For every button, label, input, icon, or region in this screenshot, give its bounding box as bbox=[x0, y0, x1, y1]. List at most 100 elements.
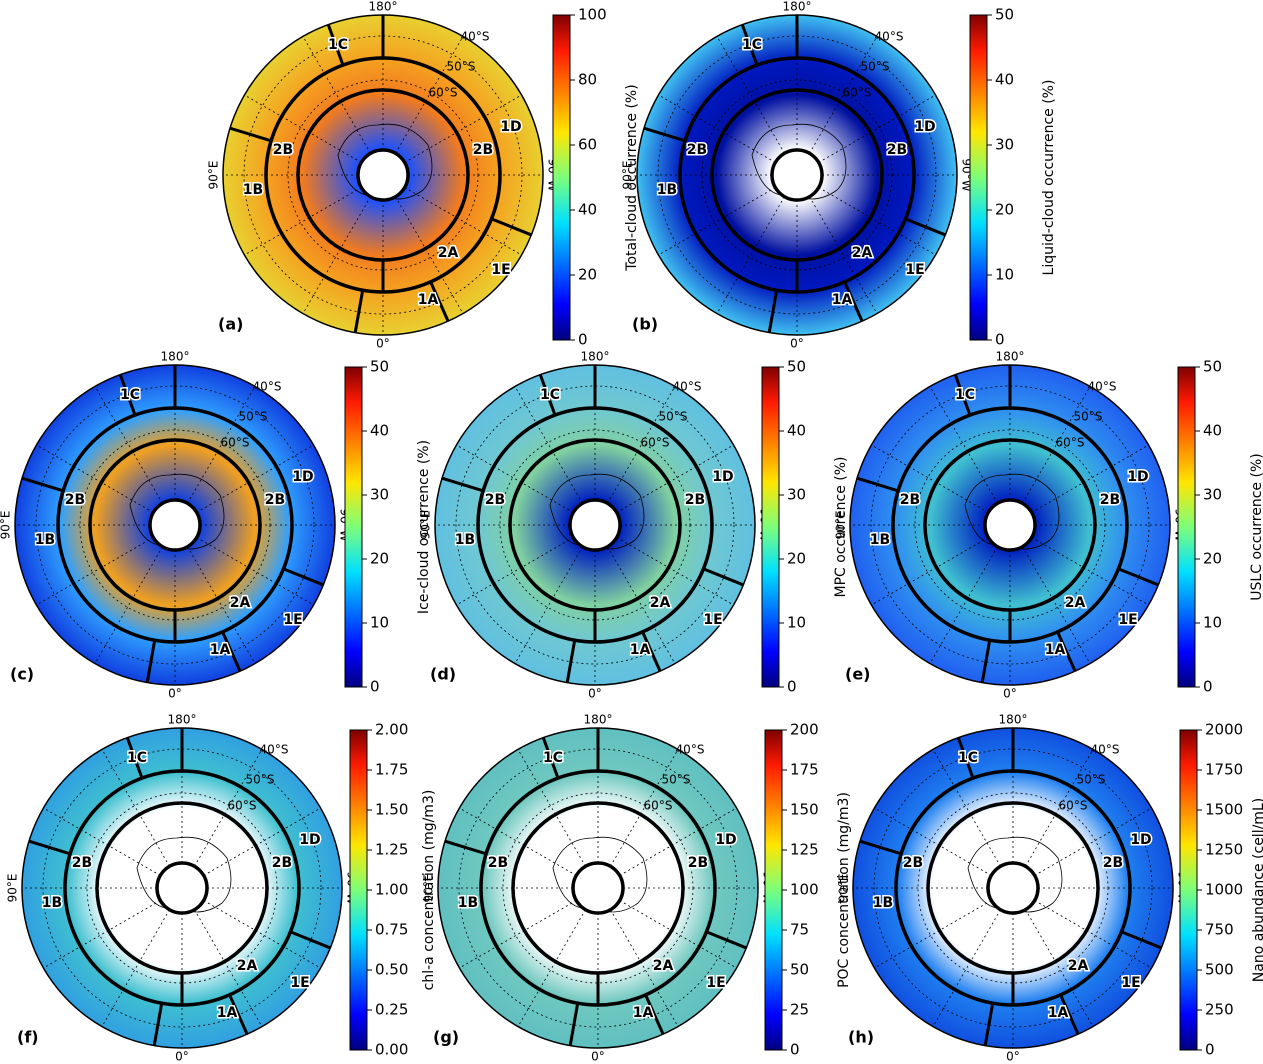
panel-label: (g) bbox=[433, 1028, 459, 1047]
region-label: 1C bbox=[328, 37, 348, 53]
region-label: 1E bbox=[290, 975, 309, 991]
lon-label: 90°E bbox=[6, 874, 20, 903]
parallel bbox=[657, 35, 937, 315]
colorbar-tick-label: 20 bbox=[370, 550, 389, 568]
parallel bbox=[455, 385, 735, 665]
region-ring bbox=[148, 498, 202, 552]
colorbar-tick-label: 250 bbox=[1205, 1001, 1234, 1019]
parallel bbox=[870, 385, 1150, 665]
region-label: 1A bbox=[210, 642, 231, 658]
parallel bbox=[458, 748, 738, 1028]
region-ring bbox=[568, 498, 622, 552]
region-label: 2A bbox=[852, 245, 873, 261]
parallel bbox=[873, 748, 1153, 1028]
lat-label: 50°S bbox=[1074, 410, 1103, 424]
region-label: 2B bbox=[473, 142, 493, 158]
colorbar-tick-label: 125 bbox=[790, 841, 819, 859]
region-boundary bbox=[326, 24, 345, 66]
colorbar-tick-label: 1250 bbox=[1205, 841, 1243, 859]
colorbar-tick-label: 1.25 bbox=[375, 841, 408, 859]
region-boundary bbox=[152, 1002, 164, 1046]
colorbar-tick-label: 10 bbox=[370, 614, 389, 632]
colorbar-tick-label: 0 bbox=[790, 1041, 800, 1059]
panel-label: (b) bbox=[632, 315, 658, 334]
lat-label: 40°S bbox=[673, 380, 702, 394]
region-label: 1B bbox=[42, 895, 62, 911]
panel-label: (h) bbox=[848, 1028, 874, 1047]
parallel bbox=[243, 35, 523, 315]
lon-label: 180° bbox=[999, 713, 1028, 727]
region-label: 1E bbox=[706, 975, 725, 991]
region-label: 1E bbox=[283, 612, 302, 628]
region-label: 2A bbox=[650, 595, 671, 611]
region-boundary bbox=[490, 217, 532, 237]
colorbar bbox=[1177, 366, 1196, 688]
region-label: 1D bbox=[500, 119, 521, 135]
region-boundary bbox=[229, 126, 272, 143]
colorbar-tick-label: 0 bbox=[1205, 1041, 1215, 1059]
region-label: 2B bbox=[687, 142, 707, 158]
region-boundary bbox=[568, 1002, 580, 1046]
region-label: 1D bbox=[715, 832, 736, 848]
parallel bbox=[701, 79, 893, 271]
colorbar-tick-label: 20 bbox=[995, 201, 1014, 219]
region-boundary bbox=[441, 476, 484, 493]
region-label: 1D bbox=[1127, 469, 1148, 485]
region-label: 1D bbox=[299, 832, 320, 848]
lon-label: 180° bbox=[581, 350, 610, 364]
region-boundary bbox=[641, 631, 662, 672]
lon-label: 0° bbox=[591, 1050, 605, 1064]
lon-label: 0° bbox=[376, 337, 390, 351]
colorbar-tick-label: 50 bbox=[787, 358, 806, 376]
colorbar-tick-label: 20 bbox=[787, 550, 806, 568]
colorbar-tick-label: 30 bbox=[787, 486, 806, 504]
lat-label: 50°S bbox=[662, 773, 691, 787]
colorbar-label: chl-a concentration (mg/m3) bbox=[421, 790, 437, 991]
region-label: 1C bbox=[540, 387, 560, 403]
colorbar-label: Total-cloud occurrence (%) bbox=[624, 84, 640, 271]
region-label: 2B bbox=[488, 855, 508, 871]
colorbar-tick-label: 10 bbox=[787, 614, 806, 632]
region-boundary bbox=[145, 639, 157, 683]
region-ring bbox=[983, 498, 1037, 552]
parallel bbox=[499, 429, 691, 621]
region-label: 2A bbox=[237, 958, 258, 974]
lat-label: 50°S bbox=[246, 773, 275, 787]
lon-label: 90°E bbox=[207, 161, 221, 190]
region-ring bbox=[155, 861, 209, 915]
lat-label: 60°S bbox=[221, 436, 250, 450]
lon-label: 90°E bbox=[837, 874, 851, 903]
region-ring bbox=[770, 148, 824, 202]
colorbar-label: POC concentration (mg/m3) bbox=[836, 792, 852, 988]
region-label: 2B bbox=[903, 855, 923, 871]
parallel bbox=[917, 792, 1109, 984]
region-boundary bbox=[118, 374, 137, 416]
region-label: 2A bbox=[230, 595, 251, 611]
colorbar-tick-label: 2000 bbox=[1205, 721, 1243, 739]
region-label: 2A bbox=[653, 958, 674, 974]
region-boundary bbox=[125, 737, 144, 779]
colorbar-label: Liquid-cloud occurrence (%) bbox=[1041, 80, 1057, 276]
region-boundary bbox=[953, 374, 972, 416]
region-label: 1C bbox=[742, 37, 762, 53]
lon-label: 90°E bbox=[422, 874, 436, 903]
region-label: 2B bbox=[265, 492, 285, 508]
colorbar-tick-label: 0 bbox=[787, 678, 797, 696]
lat-label: 60°S bbox=[641, 436, 670, 450]
region-label: 1D bbox=[1130, 832, 1151, 848]
lon-label: 0° bbox=[1006, 1050, 1020, 1064]
colorbar-tick-label: 750 bbox=[1205, 921, 1234, 939]
colorbar-tick-label: 1000 bbox=[1205, 881, 1243, 899]
colorbar-tick-label: 1500 bbox=[1205, 801, 1243, 819]
region-boundary bbox=[538, 374, 557, 416]
lat-label: 60°S bbox=[843, 86, 872, 100]
lon-label: 180° bbox=[161, 350, 190, 364]
colorbar-label: USLC occurrence (%) bbox=[1249, 453, 1263, 600]
lat-label: 50°S bbox=[659, 410, 688, 424]
region-boundary bbox=[1056, 631, 1077, 672]
colorbar bbox=[764, 729, 783, 1051]
region-ring bbox=[571, 861, 625, 915]
lon-label: 0° bbox=[588, 687, 602, 701]
parallel bbox=[502, 792, 694, 984]
lon-label: 180° bbox=[369, 0, 398, 14]
